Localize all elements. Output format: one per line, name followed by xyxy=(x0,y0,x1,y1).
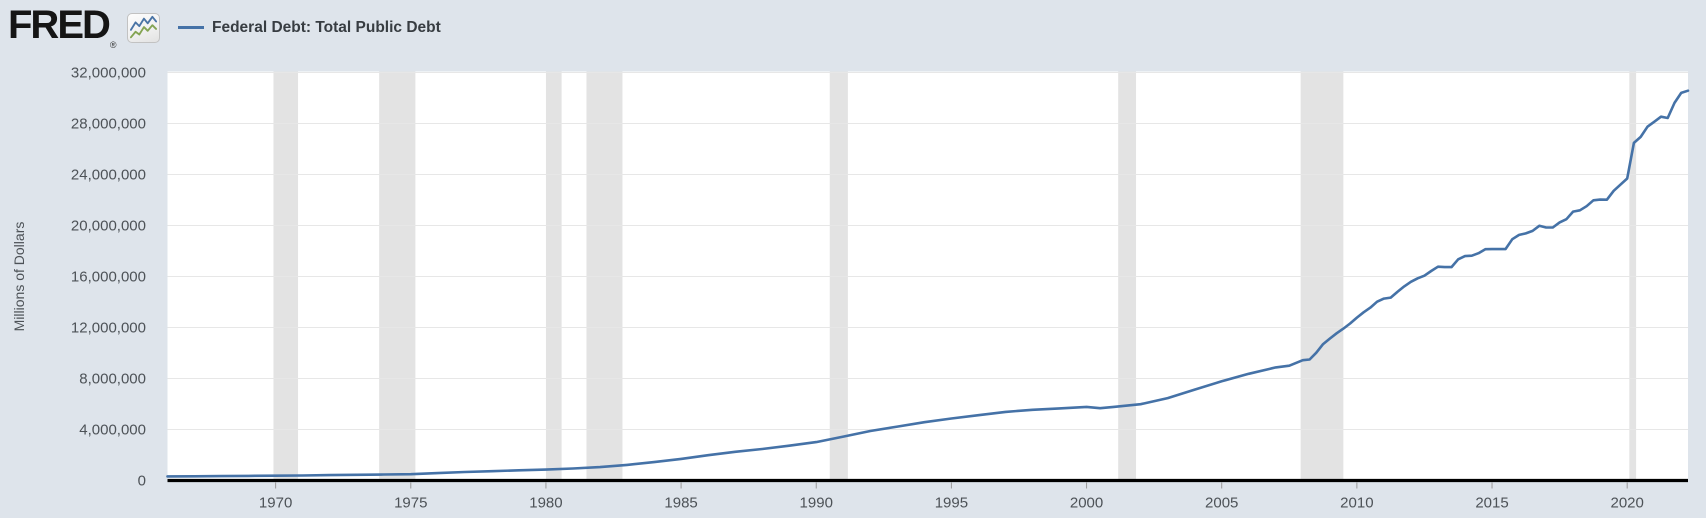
y-tick-label: 20,000,000 xyxy=(71,218,146,235)
y-tick-label: 32,000,000 xyxy=(71,65,146,82)
x-tick-label: 1980 xyxy=(529,495,562,512)
x-tick-label: 2020 xyxy=(1610,495,1643,512)
y-axis-labels: 0 4,000,000 8,000,000 12,000,000 16,000,000 2… xyxy=(71,65,146,490)
fred-sparkline-icon xyxy=(127,13,160,43)
chart-header: FRED® Federal Debt: Total Public Debt xyxy=(0,0,1706,55)
y-tick-label: 12,000,000 xyxy=(71,320,146,337)
y-tick-label: 28,000,000 xyxy=(71,116,146,133)
fred-logo-text: FRED xyxy=(8,3,111,47)
x-tick-label: 1985 xyxy=(664,495,697,512)
y-tick-label: 8,000,000 xyxy=(79,371,146,388)
y-tick-label: 0 xyxy=(138,473,146,490)
x-tick-label: 1995 xyxy=(935,495,968,512)
chart-legend: Federal Debt: Total Public Debt xyxy=(178,0,441,55)
x-axis-labels: 1970 1975 1980 1985 1990 1995 2000 2005 2010 2015… xyxy=(259,495,1644,512)
y-tick-label: 24,000,000 xyxy=(71,167,146,184)
y-tick-label: 16,000,000 xyxy=(71,269,146,286)
legend-series-label: Federal Debt: Total Public Debt xyxy=(212,18,441,36)
x-tick-label: 2005 xyxy=(1205,495,1238,512)
x-tick-label: 1970 xyxy=(259,495,292,512)
x-tick-label: 2015 xyxy=(1475,495,1508,512)
x-tick-label: 2010 xyxy=(1340,495,1373,512)
sparkline-icon-graphic xyxy=(129,15,158,39)
legend-line-key xyxy=(178,26,204,29)
x-tick-label: 1975 xyxy=(394,495,427,512)
x-tick-label: 2000 xyxy=(1070,495,1103,512)
y-gridlines xyxy=(167,72,1688,430)
x-tick-label: 1990 xyxy=(800,495,833,512)
y-axis-title: Millions of Dollars xyxy=(11,222,27,332)
fred-logo[interactable]: FRED® xyxy=(8,5,117,63)
registered-trademark-mark: ® xyxy=(109,40,117,50)
y-tick-label: 4,000,000 xyxy=(79,422,146,439)
debt-series-line xyxy=(166,89,1690,478)
x-axis-ticks xyxy=(275,482,1628,489)
